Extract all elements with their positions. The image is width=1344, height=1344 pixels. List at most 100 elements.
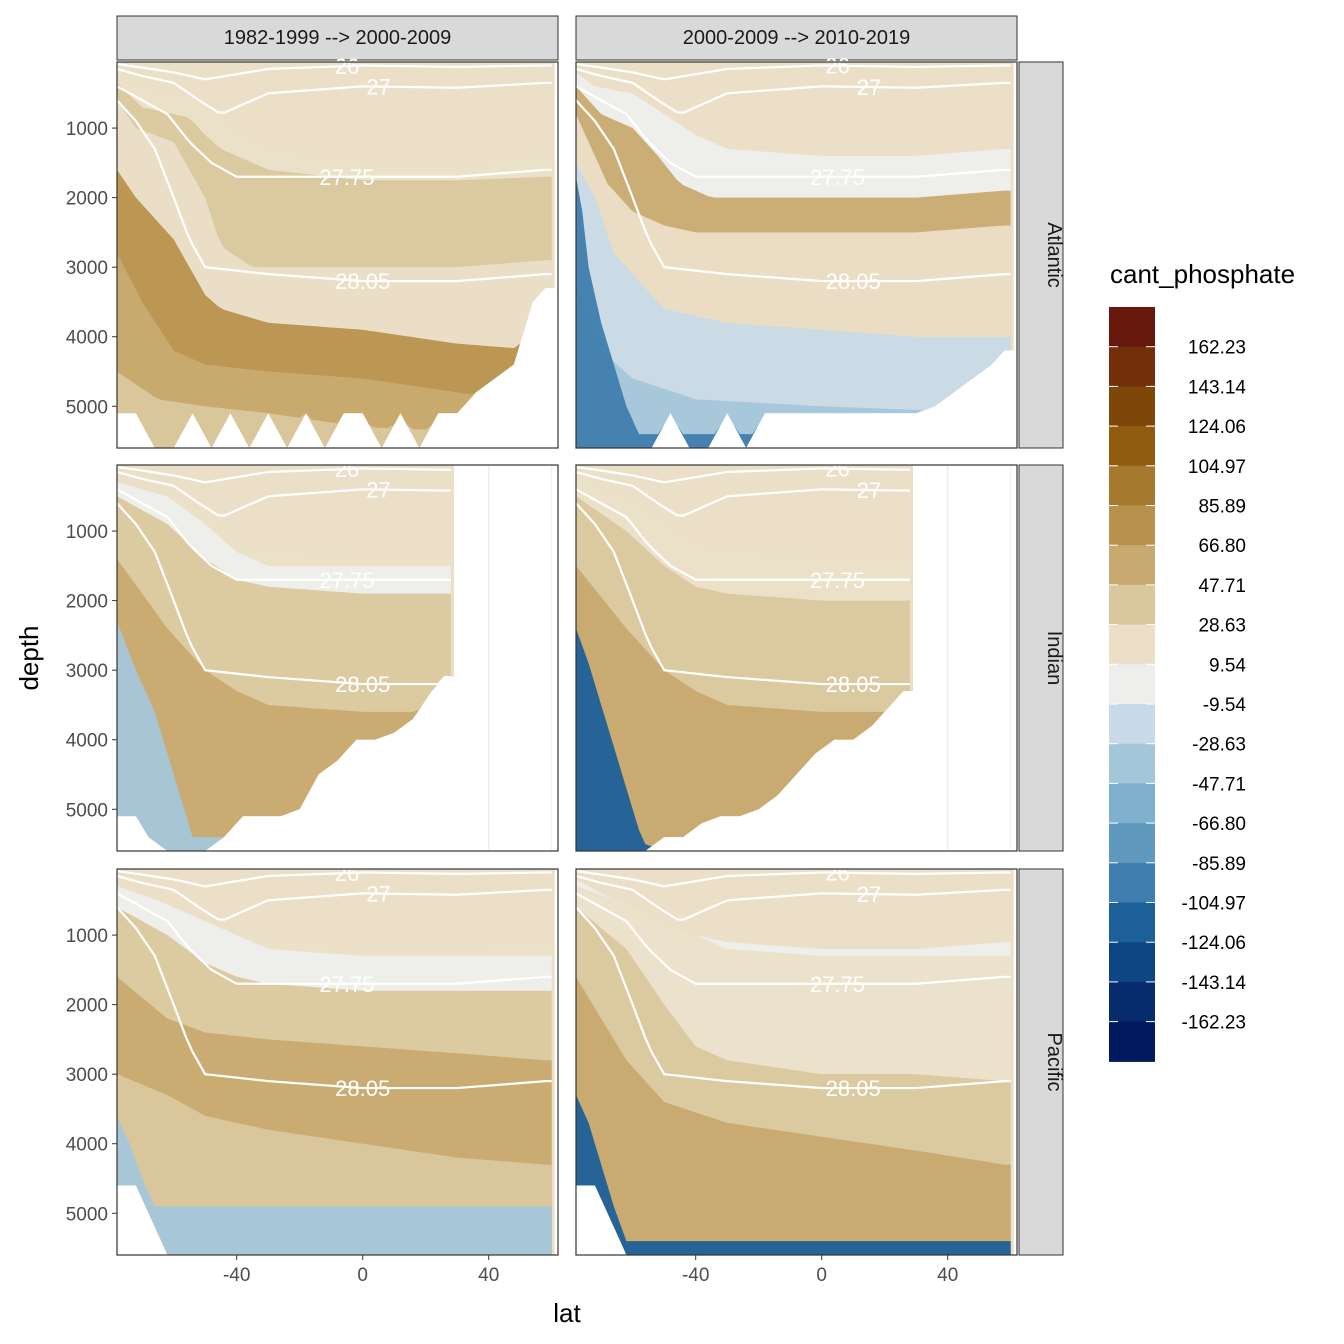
legend-swatch (1109, 545, 1155, 586)
isopycnal-line (576, 874, 1011, 921)
isopycnal-label: 26 (335, 861, 359, 886)
y-tick-label: 5000 (66, 1204, 108, 1225)
isopycnal-lines (576, 62, 1011, 283)
legend-label: -85.89 (1192, 854, 1246, 875)
isopycnal-label: 28.05 (335, 1076, 390, 1101)
isopycnal-line (576, 906, 1011, 1090)
isopycnal-label: 27.75 (810, 165, 865, 190)
isopycnal-line (117, 874, 552, 921)
row-strip (1018, 464, 1064, 852)
isopycnal-label: 28.05 (335, 672, 390, 697)
isopycnal-line (117, 869, 552, 888)
isopycnal-line (117, 99, 552, 283)
isopycnal-line (576, 470, 910, 517)
isopycnal-label: 28.05 (826, 672, 881, 697)
legend-label: 66.80 (1198, 536, 1246, 557)
isopycnal-lines (117, 465, 451, 686)
value-layer (576, 176, 1011, 448)
isopycnal-line (117, 62, 552, 81)
legend-swatch (1109, 624, 1155, 665)
isopycnal-lines (576, 869, 1011, 1090)
legend-title: cant_phosphate (1110, 259, 1295, 289)
isopycnal-label: 26 (335, 457, 359, 482)
y-tick-label: 1000 (66, 522, 108, 543)
isopycnal-line (576, 465, 910, 484)
column-strip-label: 1982-1999 --> 2000-2009 (224, 27, 451, 49)
panel: 26 27 27.75 28.05 (116, 54, 559, 449)
value-layer (117, 558, 451, 851)
isopycnal-line (576, 62, 1011, 81)
panel: 26 27 27.75 28.05 (116, 861, 559, 1256)
isopycnal-label: 27.75 (319, 568, 374, 593)
value-layer (576, 281, 1011, 448)
isopycnal-label: 27.75 (810, 972, 865, 997)
isopycnal-lines (117, 62, 552, 283)
y-tick-label: 1000 (66, 119, 108, 140)
panel: 26 27 27.75 28.05 (575, 457, 1018, 852)
isopycnal-lines (576, 465, 910, 686)
legend-swatch (1109, 823, 1155, 864)
legend-swatch (1109, 862, 1155, 904)
row-strip (1018, 868, 1064, 1256)
panel-border (575, 868, 1018, 1256)
isopycnal-label: 28.05 (826, 1076, 881, 1101)
y-tick-label: 2000 (66, 189, 108, 210)
isopycnal-line (576, 67, 1011, 114)
legend-swatch (1109, 346, 1155, 387)
isopycnal-label: 27 (366, 882, 390, 907)
isopycnal-label: 28.05 (335, 269, 390, 294)
isopycnal-line (117, 502, 451, 686)
panel-border (116, 868, 559, 1256)
isopycnal-label: 27 (857, 478, 881, 503)
isopycnal-label: 27.75 (319, 165, 374, 190)
row-strip-label: Pacific (1043, 1033, 1065, 1092)
isopycnal-line (576, 502, 910, 686)
legend-swatch (1109, 584, 1155, 626)
legend-swatch (1109, 426, 1155, 467)
x-axis-title: lat (553, 1298, 581, 1328)
y-tick-label: 2000 (66, 592, 108, 613)
isopycnal-line (576, 488, 910, 581)
legend-label: -47.71 (1192, 774, 1246, 795)
legend-swatch (1109, 505, 1155, 546)
legend-label: -124.06 (1182, 933, 1246, 954)
isopycnal-line (117, 465, 451, 484)
isopycnal-label: 28.05 (826, 269, 881, 294)
isopycnal-label: 27 (857, 882, 881, 907)
legend-label: 124.06 (1188, 417, 1246, 438)
x-tick-label: 40 (937, 1265, 958, 1286)
legend-swatch (1109, 307, 1155, 348)
legend-swatch (1109, 783, 1155, 824)
legend-label: 143.14 (1188, 377, 1247, 398)
legend: cant_phosphate 162.23 143.14 124.06 104.97 85… (1109, 259, 1295, 1062)
panel: 26 27 27.75 28.05 (575, 54, 1018, 449)
section-fill (576, 869, 1017, 1255)
legend-label: -28.63 (1192, 735, 1246, 756)
isopycnal-line (117, 67, 552, 114)
y-axis-title: depth (14, 625, 44, 690)
isopycnal-line (576, 892, 1011, 985)
isopycnal-line (576, 85, 1011, 178)
isopycnal-lines (117, 869, 552, 1090)
legend-swatch (1109, 743, 1155, 784)
x-tick-label: 40 (478, 1265, 499, 1286)
legend-label: 162.23 (1188, 338, 1246, 359)
legend-label: -143.14 (1182, 973, 1247, 994)
column-strip (575, 15, 1018, 61)
y-tick-label: 4000 (66, 328, 108, 349)
isopycnal-label: 26 (825, 457, 849, 482)
outside-basin (576, 62, 1017, 448)
value-layer (117, 253, 552, 448)
value-layer (576, 565, 910, 851)
legend-swatch (1109, 902, 1155, 943)
isopycnal-line (117, 892, 552, 985)
isopycnal-line (117, 488, 451, 581)
column-strip (116, 15, 559, 61)
panel: 26 27 27.75 28.05 (116, 457, 559, 852)
isopycnal-label: 27 (366, 478, 390, 503)
y-tick-label: 2000 (66, 996, 108, 1017)
section-fill (117, 465, 558, 851)
panel-border (116, 464, 559, 852)
y-tick-label: 4000 (66, 1135, 108, 1156)
legend-swatch (1109, 465, 1155, 507)
